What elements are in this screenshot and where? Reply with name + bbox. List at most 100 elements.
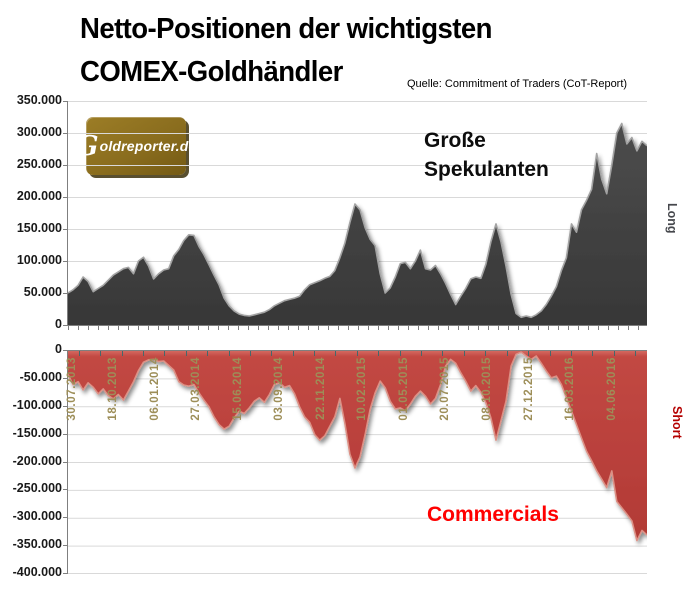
x-axis-tick-top: [518, 326, 519, 330]
x-axis-tick-top: [538, 326, 539, 330]
x-axis-date-label: 27.03.2014: [190, 357, 202, 421]
x-axis-tick-top: [358, 326, 359, 330]
x-axis-date-label: 15.06.2014: [232, 357, 244, 421]
x-axis-tick-bottom: [528, 351, 529, 356]
y-axis-tick-bottom: [63, 434, 67, 435]
x-axis-tick-top: [98, 326, 99, 330]
x-axis-tick-top: [228, 326, 229, 330]
x-axis-tick-top: [178, 326, 179, 330]
x-axis-tick-top: [118, 326, 119, 330]
x-axis-tick-top: [158, 326, 159, 330]
x-axis-tick-top: [488, 326, 489, 330]
y-axis-label-top: 150.000: [16, 221, 62, 235]
x-axis-tick-top: [638, 326, 639, 330]
x-axis-date-label: 03.09.2014: [273, 357, 285, 421]
page-title-line2: COMEX-Goldhändler: [80, 56, 343, 88]
x-axis-tick-bottom: [164, 351, 165, 356]
x-axis-tick-bottom: [207, 351, 208, 356]
x-axis-tick-top: [298, 326, 299, 330]
x-axis-tick-top: [138, 326, 139, 330]
x-axis-tick-top: [188, 326, 189, 330]
x-axis-tick-bottom: [635, 351, 636, 356]
x-axis-tick-bottom: [314, 351, 315, 356]
x-axis-tick-top: [218, 326, 219, 330]
x-axis-date-label: 01.05.2015: [398, 357, 410, 421]
x-axis-date-label: 10.02.2015: [356, 357, 368, 421]
y-axis-label-bottom: 0: [55, 342, 62, 356]
x-axis-tick-top: [398, 326, 399, 330]
x-axis-tick-top: [338, 326, 339, 330]
y-axis-label-bottom: -400.000: [12, 565, 62, 579]
speculators-series-label: Große Spekulanten: [424, 126, 549, 184]
commercials-series-label: Commercials: [427, 503, 559, 526]
logo-initial: G: [75, 130, 99, 162]
x-axis-tick-top: [498, 326, 499, 330]
x-axis-tick-bottom: [485, 351, 486, 356]
y-axis-tick-top: [63, 293, 67, 294]
x-axis-tick-top: [458, 326, 459, 330]
x-axis-tick-bottom: [507, 351, 508, 356]
x-axis-tick-top: [258, 326, 259, 330]
x-axis-tick-top: [528, 326, 529, 330]
y-axis-tick-top: [63, 261, 67, 262]
x-axis-date-label: 20.07.2015: [439, 357, 451, 421]
x-axis-tick-top: [68, 326, 69, 330]
x-axis-tick-top: [388, 326, 389, 330]
y-axis-label-bottom: -50.000: [19, 370, 62, 384]
x-axis-tick-top: [578, 326, 579, 330]
y-axis-label-bottom: -250.000: [12, 481, 62, 495]
x-axis-tick-bottom: [464, 351, 465, 356]
y-axis-label-top: 0: [55, 317, 62, 331]
x-axis-tick-top: [568, 326, 569, 330]
y-axis-label-top: 250.000: [16, 157, 62, 171]
long-axis-label: Long: [665, 203, 679, 234]
x-axis-tick-top: [198, 326, 199, 330]
x-axis-tick-top: [508, 326, 509, 330]
source-note: Quelle: Commitment of Traders (CoT-Repor…: [407, 78, 628, 90]
x-axis-tick-bottom: [250, 351, 251, 356]
x-axis-tick-bottom: [550, 351, 551, 356]
y-axis-label-bottom: -200.000: [12, 454, 62, 468]
x-axis-tick-top: [288, 326, 289, 330]
x-axis-tick-bottom: [400, 351, 401, 356]
y-axis-tick-bottom: [63, 462, 67, 463]
y-axis-label-bottom: -100.000: [12, 398, 62, 412]
x-axis-tick-bottom: [357, 351, 358, 356]
speculators-series-label-line2: Spekulanten: [424, 158, 549, 181]
x-axis-tick-bottom: [143, 351, 144, 356]
x-axis-tick-top: [618, 326, 619, 330]
x-axis-tick-top: [348, 326, 349, 330]
x-axis-tick-top: [608, 326, 609, 330]
x-axis-tick-top: [408, 326, 409, 330]
x-axis-tick-top: [448, 326, 449, 330]
y-axis-label-top: 50.000: [23, 285, 62, 299]
y-axis-tick-top: [63, 197, 67, 198]
x-axis-date-label: 22.11.2014: [315, 357, 327, 420]
x-axis-date-label: 06.01.2014: [149, 357, 161, 421]
x-axis-tick-bottom: [335, 351, 336, 356]
x-axis-tick-top: [598, 326, 599, 330]
x-axis-tick-top: [318, 326, 319, 330]
x-axis-tick-top: [168, 326, 169, 330]
x-axis-date-label: 16.03.2016: [564, 357, 576, 421]
y-axis-label-top: 300.000: [16, 125, 62, 139]
x-axis-date-label: 18.10.2013: [107, 357, 119, 421]
y-axis-tick-top: [63, 101, 67, 102]
speculators-chart-canvas: [68, 101, 647, 325]
commercials-area-chart: [67, 350, 647, 574]
y-axis-label-top: 200.000: [16, 189, 62, 203]
y-axis-label-top: 100.000: [16, 253, 62, 267]
speculators-area-chart: [67, 101, 647, 326]
x-axis-tick-top: [278, 326, 279, 330]
x-axis-tick-bottom: [100, 351, 101, 356]
x-axis-tick-top: [478, 326, 479, 330]
x-axis-tick-top: [368, 326, 369, 330]
x-axis-tick-top: [468, 326, 469, 330]
x-axis-tick-bottom: [442, 351, 443, 356]
x-axis-tick-top: [628, 326, 629, 330]
y-axis-tick-bottom: [63, 350, 67, 351]
x-axis-date-label: 27.12.2015: [523, 357, 535, 421]
x-axis-tick-bottom: [122, 351, 123, 356]
x-axis-tick-top: [548, 326, 549, 330]
y-axis-label-top: 350.000: [16, 93, 62, 107]
